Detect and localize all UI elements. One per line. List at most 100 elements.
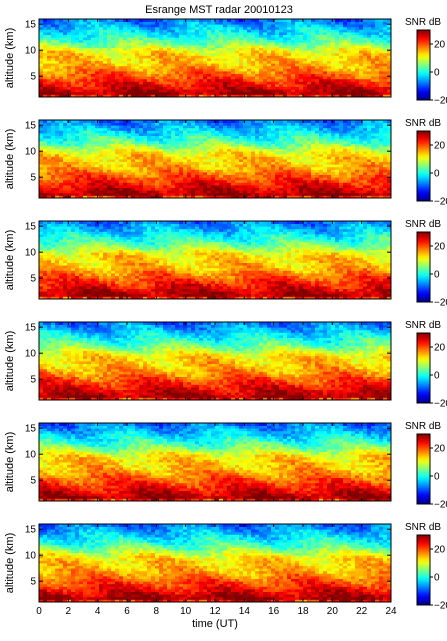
heatmap-cell (383, 143, 388, 147)
heatmap-cell (87, 84, 92, 87)
heatmap-cell (351, 192, 356, 196)
heatmap-cell (343, 39, 348, 43)
heatmap-cell (107, 21, 112, 25)
heatmap-cell (55, 127, 60, 131)
heatmap-cell (155, 164, 160, 168)
heatmap-cell (135, 68, 140, 72)
heatmap-cell (115, 76, 120, 80)
heatmap-cell (219, 94, 224, 98)
heatmap-cell (159, 34, 164, 38)
heatmap-cell (279, 172, 284, 175)
heatmap-cell (223, 32, 228, 35)
heatmap-cell (95, 161, 100, 165)
heatmap-cell (147, 140, 152, 144)
heatmap-cell (243, 172, 248, 175)
heatmap-cell (75, 94, 80, 98)
heatmap-cell (223, 153, 228, 157)
heatmap-cell (75, 86, 80, 90)
heatmap-cell (215, 190, 220, 194)
heatmap-cell (175, 148, 180, 152)
heatmap-cell (339, 84, 344, 87)
heatmap-cell (355, 161, 360, 165)
heatmap-cell (275, 89, 280, 93)
heatmap-cell (291, 164, 296, 168)
heatmap-cell (139, 81, 144, 85)
heatmap-cell (151, 177, 156, 181)
heatmap-cell (327, 47, 332, 51)
heatmap-cell (263, 65, 268, 69)
heatmap-cell (347, 42, 352, 46)
heatmap-cell (287, 185, 292, 188)
heatmap-cell (51, 52, 56, 56)
heatmap-cell (147, 21, 152, 25)
heatmap-cell (263, 55, 268, 59)
heatmap-cell (219, 26, 224, 30)
heatmap-cell (367, 26, 372, 30)
heatmap-cell (47, 166, 52, 170)
heatmap-cell (303, 34, 308, 38)
heatmap-cell (207, 138, 212, 142)
heatmap-cell (163, 174, 168, 178)
heatmap-cell (315, 63, 320, 67)
figure-title: Esrange MST radar 20010123 (145, 4, 293, 16)
heatmap-cell (383, 138, 388, 142)
heatmap-cell (79, 55, 84, 59)
heatmap-cell (155, 45, 160, 48)
heatmap-cell (163, 21, 168, 25)
heatmap-cell (103, 52, 108, 56)
heatmap-cell (295, 73, 300, 77)
heatmap-cell (347, 159, 352, 162)
heatmap-cell (139, 177, 144, 181)
heatmap-cell (63, 156, 68, 160)
heatmap-cell (355, 151, 360, 155)
heatmap-cell (231, 19, 236, 22)
heatmap-cell (87, 151, 92, 155)
heatmap-cell (75, 47, 80, 51)
heatmap-cell (167, 24, 172, 28)
heatmap-cell (235, 146, 240, 149)
heatmap-cell (107, 86, 112, 90)
heatmap-cell (171, 185, 176, 188)
heatmap-cell (155, 21, 160, 25)
heatmap-cell (143, 179, 148, 183)
heatmap-cell (171, 39, 176, 43)
heatmap-cell (283, 68, 288, 72)
heatmap-cell (295, 89, 300, 93)
heatmap-cell (167, 185, 172, 188)
heatmap-cell (323, 182, 328, 186)
heatmap-cell (171, 130, 176, 134)
heatmap-cell (135, 73, 140, 77)
heatmap-cell (115, 29, 120, 33)
heatmap-cell (291, 65, 296, 69)
heatmap-cell (139, 164, 144, 168)
heatmap-cell (351, 42, 356, 46)
heatmap-cell (271, 156, 276, 160)
heatmap-cell (219, 73, 224, 77)
heatmap-cell (135, 130, 140, 134)
heatmap-cell (247, 71, 252, 74)
heatmap-cell (119, 68, 124, 72)
heatmap-cell (159, 143, 164, 147)
heatmap-cell (295, 190, 300, 194)
heatmap-cell (143, 94, 148, 98)
heatmap-cell (131, 156, 136, 160)
heatmap-cell (55, 78, 60, 82)
heatmap-cell (347, 187, 352, 191)
heatmap-cell (231, 29, 236, 33)
heatmap-cell (199, 76, 204, 80)
heatmap-cell (215, 52, 220, 56)
heatmap-cell (135, 143, 140, 147)
heatmap-cell (67, 81, 72, 85)
heatmap-cell (83, 195, 88, 199)
heatmap-cell (67, 185, 72, 188)
heatmap-cell (123, 138, 128, 142)
heatmap-cell (91, 68, 96, 72)
heatmap-cell (239, 55, 244, 59)
heatmap-cell (111, 63, 116, 67)
heatmap-cell (387, 76, 392, 80)
heatmap-cell (375, 195, 380, 199)
heatmap-cell (71, 159, 76, 162)
heatmap-cell (243, 169, 248, 173)
heatmap-cell (335, 29, 340, 33)
heatmap-cell (51, 19, 56, 22)
